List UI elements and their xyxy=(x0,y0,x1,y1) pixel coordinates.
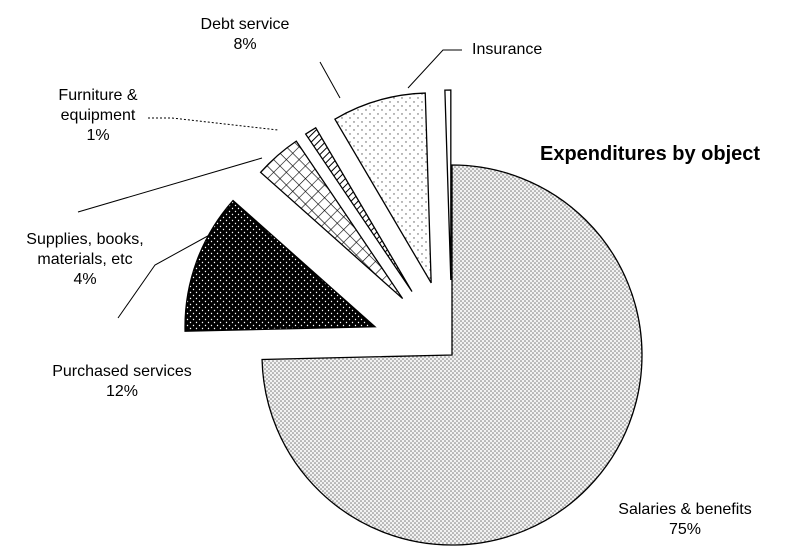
pie-slice xyxy=(304,126,413,292)
pie-slice xyxy=(444,89,452,281)
pie-slice xyxy=(334,92,432,284)
value-label: 4% xyxy=(73,271,97,288)
leader-line xyxy=(77,157,263,213)
category-label: Supplies, books, materials, etc xyxy=(26,231,144,268)
slice-label: Insurance xyxy=(472,40,592,60)
slice-label: Debt service 8% xyxy=(180,15,310,55)
value-label: 1% xyxy=(86,127,110,144)
slice-label: Salaries & benefits 75% xyxy=(585,500,785,540)
value-label: 12% xyxy=(105,383,139,400)
slice-label: Purchased services 12% xyxy=(52,362,192,402)
leader-lines xyxy=(77,49,462,319)
pie-slice xyxy=(259,140,404,300)
category-label: Debt service xyxy=(200,16,290,33)
chart-title: Expenditures by object xyxy=(540,143,761,165)
category-label: Furniture & equipment xyxy=(58,87,138,124)
slice-label: Furniture & equipment 1% xyxy=(38,86,158,146)
value-label: 75% xyxy=(668,521,702,538)
value-label: 8% xyxy=(233,36,257,53)
slice-label: Supplies, books, materials, etc 4% xyxy=(5,230,165,290)
category-label: Salaries & benefits xyxy=(618,501,752,518)
leader-line xyxy=(407,49,462,89)
category-label: Purchased services xyxy=(52,363,192,380)
pie-slice xyxy=(184,199,377,332)
category-label: Insurance xyxy=(472,41,543,58)
leader-line xyxy=(319,61,341,99)
pie-slice xyxy=(261,164,643,546)
leader-line xyxy=(117,231,216,319)
leader-line xyxy=(148,117,279,131)
